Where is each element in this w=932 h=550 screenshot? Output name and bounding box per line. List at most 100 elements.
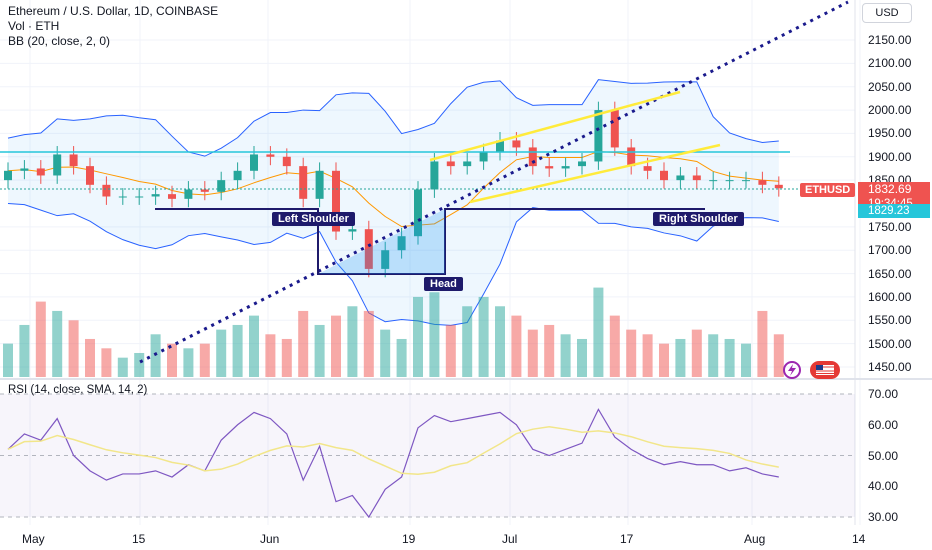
candle-body [20,168,29,171]
candle-body [561,166,570,169]
candle-body [4,170,12,181]
volume-bar [281,338,292,377]
date-tick: 14 [852,532,866,546]
date-tick: 15 [132,532,146,546]
candle-body [266,154,275,157]
candle-body [528,147,537,167]
price-tick: 2050.00 [868,79,912,94]
volume-bar [724,338,735,377]
volume-bar [265,334,276,377]
currency-button[interactable]: USD [862,3,912,23]
volume-bar [167,343,177,377]
rsi-tick: 70.00 [868,387,899,401]
candle-body [233,170,242,181]
candle-body [643,166,652,171]
price-tick: 1500.00 [868,336,912,351]
symbol-price-tag: ETHUSD [800,183,856,197]
price-tick: 1450.00 [868,360,912,374]
volume-bar [298,310,309,377]
candle-body [512,140,521,148]
candle-body [725,180,734,182]
candle-body [446,161,455,167]
candle-body [742,180,750,182]
candle-body [364,229,373,269]
date-tick: Jul [502,532,518,546]
candle-body [545,166,554,169]
flag-icon[interactable] [810,361,840,379]
price-tick: 1550.00 [868,313,912,328]
rsi-tick: 50.00 [868,448,899,463]
volume-bar [560,334,571,377]
candle-body [217,180,226,192]
candle-body [627,147,636,167]
channel-lower-line [469,143,721,204]
volume-bar [347,306,358,377]
bb-upper-line [7,79,779,157]
left-shoulder-label: Left Shoulder [272,212,355,226]
candle-body [578,161,586,167]
candle-body [36,168,45,176]
price-tick: 2150.00 [868,33,912,47]
volume-bar [757,310,768,377]
head-label: Head [424,277,463,291]
price-tick: 1950.00 [868,126,912,141]
candle-body [660,170,668,181]
volume-bar [314,324,325,377]
candle-body [200,189,209,192]
volume-bar [642,334,653,377]
date-tick: 17 [620,532,634,546]
rsi-title: RSI (14, close, SMA, 14, 2) [8,384,148,396]
volume-bar [85,338,95,377]
volume-bar [478,296,489,377]
candle-body [151,194,160,197]
candle-body [774,184,783,189]
candle-body [496,140,504,153]
symbol-title: Ethereum / U.S. Dollar, 1D, COINBASE [8,4,219,18]
volume-bar [331,315,341,377]
candle-body [86,166,94,185]
volume-bar [593,287,604,377]
volume-bar [396,338,407,377]
neckline-box [155,208,705,275]
candlesticks [4,101,783,278]
bollinger-title: BB (20, close, 2, 0) [8,34,111,48]
volume-bar [741,343,751,377]
volume-bar [101,348,112,377]
candle-body [53,154,62,176]
volume-bar [527,329,538,377]
candle-body [709,180,718,182]
candle-body [69,154,78,167]
candle-body [397,236,406,251]
candle-body [479,152,488,162]
candle-body [463,161,472,167]
price-tick: 1600.00 [868,289,912,304]
candle-body [692,175,701,181]
volume-bar [183,348,194,377]
date-tick: Aug [744,532,766,546]
candle-body [332,170,340,232]
candle-body [758,180,767,185]
lightning-icon[interactable] [783,361,801,379]
volume-bar [495,306,505,377]
candle-body [594,110,603,162]
date-tick: May [22,532,45,546]
candle-body [168,194,176,199]
volume-bar [708,334,719,377]
candle-body [414,189,422,237]
secondary-price-label: 1829.23 [858,204,930,218]
volume-bar [380,329,391,377]
volume-bar [3,343,13,377]
candle-body [299,166,308,199]
candle-body [250,154,258,171]
price-tick: 1650.00 [868,266,912,281]
volume-bar [134,352,145,377]
rsi-tick: 40.00 [868,479,899,494]
right-shoulder-label: Right Shoulder [653,212,744,226]
candle-body [135,196,144,198]
price-tick: 1900.00 [868,149,912,164]
rsi-tick: 60.00 [868,417,899,432]
candle-body [381,250,390,269]
volume-bar [544,324,555,377]
volume-bar [691,329,702,377]
volume-bar [413,296,423,377]
